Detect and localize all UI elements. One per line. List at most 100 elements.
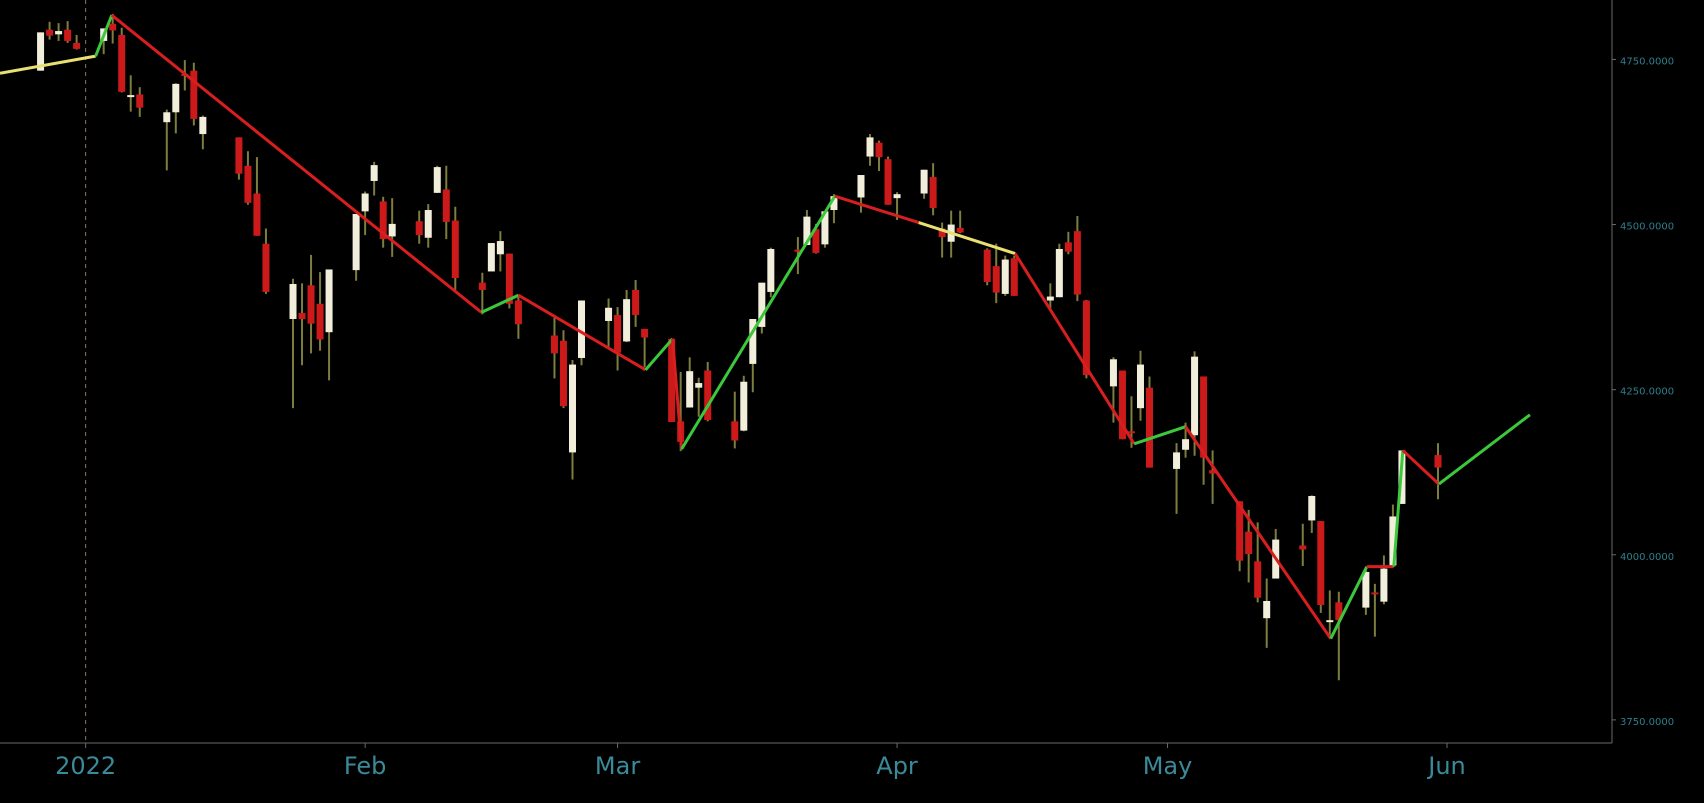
candle-body xyxy=(73,42,81,49)
candle-body xyxy=(632,289,640,316)
candle-body xyxy=(1064,242,1072,252)
zigzag-line xyxy=(1401,449,1440,486)
y-tick-label: 4000.0000 xyxy=(1620,552,1674,563)
zigzag-line xyxy=(1437,413,1531,486)
candle-body xyxy=(568,364,576,453)
x-tick-label: 2022 xyxy=(55,752,116,780)
candle-body xyxy=(767,248,775,292)
candle-body xyxy=(731,421,739,441)
candle-body xyxy=(794,249,802,252)
candle-body xyxy=(668,338,676,423)
candle-body xyxy=(370,165,378,181)
candle-body xyxy=(451,220,459,279)
candle-body xyxy=(1001,259,1009,294)
candle-body xyxy=(316,303,324,340)
candle-body xyxy=(1335,602,1343,621)
candle-body xyxy=(1254,561,1262,598)
zigzag-line xyxy=(1013,252,1136,445)
candle-body xyxy=(289,283,297,319)
candle-body xyxy=(1380,568,1388,602)
candle-body xyxy=(1145,387,1153,468)
y-tick-label: 3750.0000 xyxy=(1620,717,1674,728)
candle-body xyxy=(1073,231,1081,295)
candle-body xyxy=(415,221,423,236)
x-tick-label: May xyxy=(1143,752,1193,780)
candle-body xyxy=(1173,452,1181,469)
candle-body xyxy=(1362,571,1370,608)
candle-body xyxy=(262,243,270,292)
candle-body xyxy=(1191,356,1199,436)
zigzag-line xyxy=(644,337,674,371)
zigzag-line xyxy=(671,338,684,450)
candle-body xyxy=(514,300,522,325)
candle-body xyxy=(704,370,712,421)
candle-body xyxy=(1182,439,1190,450)
candle-body xyxy=(487,243,495,272)
candle-body xyxy=(352,213,360,271)
candle-body xyxy=(109,23,117,31)
candle-body xyxy=(983,249,991,283)
candle-body xyxy=(235,137,243,174)
candle-body xyxy=(253,193,261,236)
candle-body xyxy=(505,253,513,304)
candle-body xyxy=(424,210,432,238)
candle-body xyxy=(956,227,964,233)
candle-body xyxy=(686,371,694,408)
candle-body xyxy=(244,165,252,203)
candle-body xyxy=(812,229,820,253)
x-tick-label: Apr xyxy=(876,752,918,780)
candle-body xyxy=(1299,545,1307,550)
candle-body xyxy=(605,307,613,321)
candle-body xyxy=(929,176,937,209)
zigzag-line xyxy=(1329,565,1369,640)
zigzag-line xyxy=(1392,450,1405,567)
candle-body xyxy=(172,83,180,113)
candle-body xyxy=(920,169,928,194)
candle-body xyxy=(1010,258,1018,296)
candle-body xyxy=(992,266,1000,293)
candle-body xyxy=(875,142,883,158)
candle-body xyxy=(1200,376,1208,458)
candle-body xyxy=(550,335,558,354)
zigzag-line xyxy=(480,293,520,314)
candle-body xyxy=(1326,620,1334,623)
candle-body xyxy=(1389,516,1397,566)
candle-body xyxy=(740,381,748,431)
candle-body xyxy=(55,31,63,35)
candle-body xyxy=(1136,364,1144,409)
zigzag-line xyxy=(0,54,96,75)
candle-body xyxy=(496,241,504,255)
candle-body xyxy=(379,201,387,240)
x-tick-label: Feb xyxy=(344,752,387,780)
candle-body xyxy=(1046,296,1054,301)
candle-body xyxy=(1055,248,1063,298)
candle-body xyxy=(1308,495,1316,521)
candle-body xyxy=(695,383,703,388)
candle-body xyxy=(163,112,171,123)
candle-body xyxy=(749,318,757,364)
zigzag-line xyxy=(110,14,483,314)
candle-body xyxy=(478,282,486,290)
y-tick-label: 4750.0000 xyxy=(1620,56,1674,67)
candle-body xyxy=(1118,370,1126,440)
candle-body xyxy=(1109,359,1117,387)
candle-body xyxy=(1434,455,1442,468)
zigzag-line xyxy=(1184,425,1332,640)
candle-body xyxy=(127,95,135,98)
candle-body xyxy=(433,167,441,193)
candle-body xyxy=(830,196,838,211)
candle-body xyxy=(307,285,315,324)
candle-body xyxy=(1127,431,1135,434)
candle-body xyxy=(325,269,333,333)
candle-body xyxy=(64,29,72,41)
y-tick-label: 4250.0000 xyxy=(1620,387,1674,398)
candle-body xyxy=(803,216,811,246)
zigzag-line xyxy=(918,221,1016,256)
candle-body xyxy=(821,211,829,245)
zigzag-line xyxy=(834,194,920,225)
zigzag-line xyxy=(680,195,837,450)
x-tick-label: Jun xyxy=(1426,752,1466,780)
candle-body xyxy=(1263,601,1271,619)
